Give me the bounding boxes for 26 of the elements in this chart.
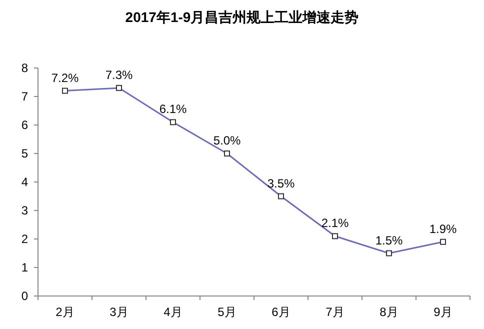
x-tick-label: 7月	[326, 305, 344, 319]
y-tick-label: 0	[21, 289, 28, 303]
data-label: 5.0%	[213, 134, 241, 148]
data-label: 7.2%	[51, 70, 79, 85]
y-tick-label: 7	[21, 90, 28, 104]
y-tick-label: 1	[21, 260, 28, 274]
x-tick-label: 3月	[110, 305, 128, 319]
y-tick-label: 8	[21, 61, 28, 75]
data-label: 7.3%	[105, 68, 133, 82]
y-tick-label: 5	[21, 146, 28, 160]
x-tick-label: 8月	[380, 305, 398, 319]
x-tick-label: 2月	[56, 305, 74, 319]
y-tick-label: 4	[21, 175, 28, 189]
data-label: 6.1%	[159, 102, 187, 116]
chart-title: 2017年1-9月昌吉州规上工业增速走势	[125, 9, 359, 25]
x-tick-label: 9月	[434, 305, 452, 319]
y-tick-label: 3	[21, 204, 28, 218]
y-tick-label: 6	[21, 118, 28, 132]
data-label: 1.9%	[429, 222, 457, 236]
x-tick-label: 6月	[272, 305, 290, 319]
x-tick-label: 4月	[164, 305, 182, 319]
data-label: 2.1%	[321, 216, 349, 230]
x-tick-label: 5月	[218, 305, 236, 319]
y-tick-label: 2	[21, 232, 28, 246]
data-label: 1.5%	[375, 233, 403, 248]
data-label: 3.5%	[267, 176, 295, 190]
